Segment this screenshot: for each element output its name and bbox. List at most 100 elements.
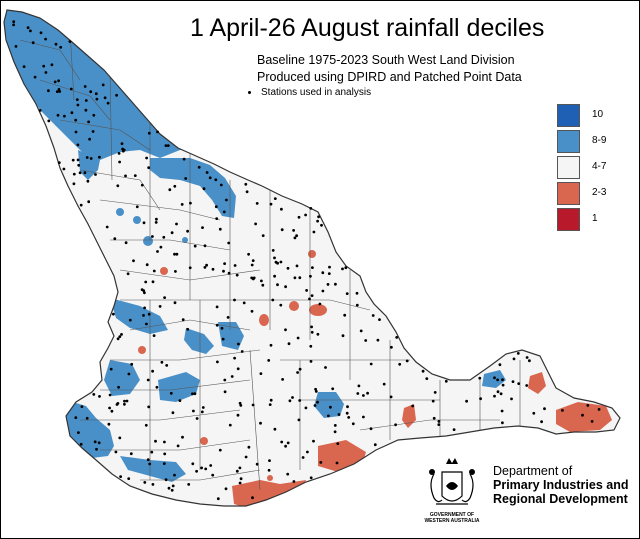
station-dot <box>319 461 323 464</box>
station-dot <box>366 391 369 395</box>
station-dot <box>57 79 60 83</box>
station-dot <box>528 359 531 363</box>
station-dot <box>276 283 279 287</box>
station-dot <box>321 289 325 293</box>
station-dot <box>77 431 80 434</box>
legend-swatch <box>557 104 580 127</box>
station-dot <box>160 360 164 364</box>
station-dot <box>346 405 349 409</box>
station-dot <box>310 294 314 297</box>
station-dot <box>512 357 516 361</box>
station-dot <box>297 215 301 219</box>
station-dot <box>191 462 195 466</box>
station-dot <box>298 367 302 371</box>
station-dot <box>42 64 46 68</box>
station-dot <box>191 392 194 396</box>
station-dot <box>26 26 30 30</box>
stations-legend: Stations used in analysis <box>248 87 371 98</box>
station-dot <box>235 273 239 277</box>
station-dot <box>223 378 227 382</box>
station-dot <box>236 367 240 371</box>
station-dot <box>237 342 240 346</box>
station-dot <box>260 279 263 283</box>
station-dot <box>496 390 500 394</box>
station-dot <box>347 416 351 419</box>
station-dot <box>180 203 184 206</box>
station-dot <box>193 392 197 396</box>
station-dot <box>341 267 344 271</box>
station-dot <box>215 305 219 309</box>
station-dot <box>55 90 59 93</box>
station-dot <box>182 157 186 161</box>
station-dot <box>83 171 87 175</box>
station-dot <box>143 481 147 484</box>
station-dot <box>74 130 78 134</box>
station-dot <box>155 217 158 221</box>
station-dot <box>128 318 132 322</box>
station-dot <box>255 462 259 466</box>
station-dot <box>175 252 179 256</box>
station-dot <box>498 363 502 367</box>
station-dot <box>327 272 331 275</box>
station-dot <box>337 413 341 416</box>
station-dot <box>329 405 332 409</box>
station-dot <box>158 305 162 308</box>
station-dot <box>178 399 182 402</box>
station-dot <box>215 323 219 327</box>
station-dot <box>108 406 111 410</box>
station-dot <box>85 416 89 420</box>
station-dot <box>108 393 112 397</box>
station-dot <box>561 409 564 412</box>
station-dot <box>525 384 529 387</box>
station-dot <box>57 88 61 91</box>
station-dot <box>129 452 133 456</box>
station-dot <box>501 383 505 387</box>
legend-label: 10 <box>592 109 604 120</box>
station-dot <box>92 113 96 117</box>
station-dot <box>390 345 393 349</box>
station-dot <box>425 377 429 380</box>
station-dot <box>343 313 347 317</box>
station-dot <box>244 455 248 459</box>
legend-label: 8-9 <box>592 135 607 146</box>
station-dot <box>389 395 393 399</box>
station-dot <box>186 327 190 331</box>
station-dot <box>197 165 201 169</box>
station-dot <box>311 266 314 269</box>
station-dot <box>316 332 320 336</box>
station-dot <box>202 187 206 191</box>
station-dot <box>200 410 204 414</box>
station-dot <box>116 184 120 188</box>
legend-label: 4-7 <box>592 161 607 172</box>
station-dot <box>105 225 109 229</box>
station-dot <box>421 369 425 373</box>
station-dot <box>345 411 349 415</box>
station-dot <box>173 184 177 188</box>
station-dot <box>164 478 168 482</box>
station-dot <box>169 391 173 395</box>
station-dot <box>226 316 230 319</box>
station-dot <box>173 473 176 477</box>
legend-swatch <box>557 130 580 153</box>
station-dot <box>95 97 99 101</box>
station-dot <box>496 378 499 382</box>
station-dot <box>94 92 98 96</box>
station-dot <box>216 360 219 364</box>
station-dot <box>76 158 80 162</box>
station-dot <box>308 297 311 301</box>
station-dot <box>298 399 302 402</box>
station-dot <box>378 318 381 321</box>
station-dot <box>259 421 262 425</box>
station-dot <box>525 356 529 359</box>
station-dot <box>251 403 255 407</box>
station-dot <box>296 371 299 374</box>
station-dot <box>306 450 309 454</box>
station-dot <box>91 130 95 133</box>
station-dot <box>22 65 26 68</box>
station-dot <box>228 423 232 427</box>
station-dot <box>309 344 313 348</box>
station-dot <box>56 113 60 117</box>
station-dot <box>155 385 159 389</box>
station-dot <box>200 466 204 470</box>
station-dot <box>359 329 363 333</box>
